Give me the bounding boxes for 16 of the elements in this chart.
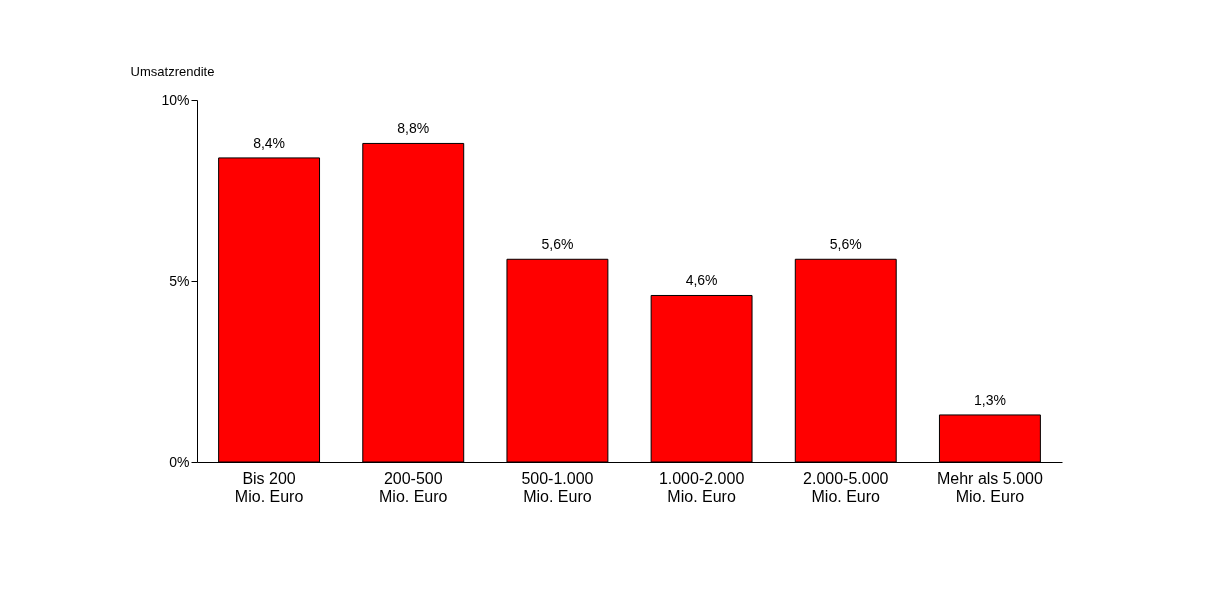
x-tick-label: Bis 200 Mio. Euro [234,469,304,505]
data-label: 5,6% [829,236,862,253]
data-label: 8,4% [253,134,286,151]
y-axis-title: Umsatzrendite [130,63,215,79]
x-tick-label: 500-1.000 Mio. Euro [521,469,594,505]
data-label: 1,3% [973,391,1006,408]
data-label: 4,6% [685,272,718,289]
x-tick-label: 2.000-5.000 Mio. Euro [803,469,889,505]
y-tick-label: 10% [161,91,190,108]
data-label: 5,6% [541,236,574,253]
x-tick-label: Mehr als 5.000 Mio. Euro [936,469,1043,505]
x-tick-label: 200-500 Mio. Euro [379,469,448,505]
y-tick-label: 5% [169,272,190,289]
y-tick-label: 0% [169,453,190,470]
data-label: 8,8% [397,120,430,137]
x-tick-label: 1.000-2.000 Mio. Euro [658,469,745,505]
